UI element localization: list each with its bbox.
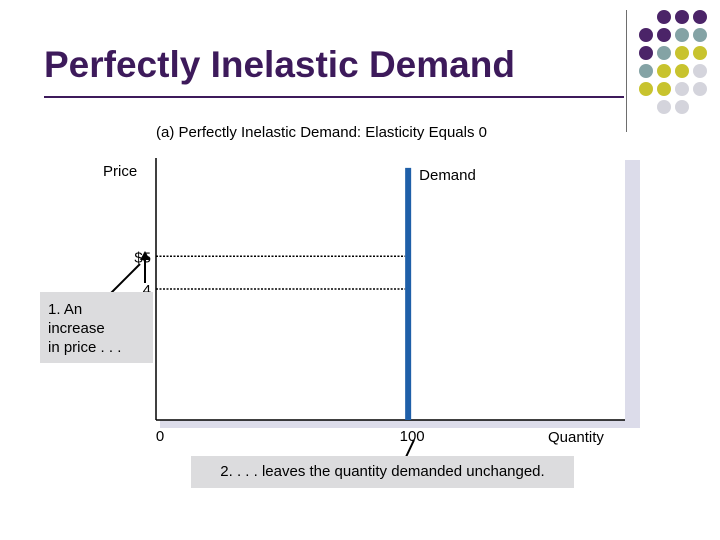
x-tick-label: 0 <box>156 428 164 445</box>
decorative-dot-grid <box>639 10 707 114</box>
chart-title: (a) Perfectly Inelastic Demand: Elastici… <box>156 124 487 141</box>
decorative-dot <box>675 100 689 114</box>
decorative-dot <box>675 28 689 42</box>
decorative-dot <box>675 46 689 60</box>
decorative-dot <box>675 64 689 78</box>
increase-arrowhead <box>140 251 150 260</box>
decorative-dot <box>657 100 671 114</box>
decorative-dot <box>657 28 671 42</box>
x-axis-label: Quantity <box>548 429 604 446</box>
decorative-dot <box>675 82 689 96</box>
decorative-dot <box>657 64 671 78</box>
slide-title: Perfectly Inelastic Demand <box>44 44 515 85</box>
decorative-dot <box>639 64 653 78</box>
quantity-unchanged-callout: 2. . . . leaves the quantity demanded un… <box>191 456 574 488</box>
decorative-dot <box>675 10 689 24</box>
plot-area-shadow <box>625 160 640 420</box>
decorative-dot <box>693 64 707 78</box>
y-tick-label: 4 <box>143 282 151 299</box>
decorative-dot <box>693 46 707 60</box>
callout-leader <box>405 439 415 458</box>
title-underline <box>44 96 624 98</box>
decorative-dot <box>693 28 707 42</box>
decorative-dot <box>657 82 671 96</box>
decorative-dot <box>639 28 653 42</box>
decorative-dot <box>693 10 707 24</box>
decorative-dot <box>639 46 653 60</box>
x-tick-label: 100 <box>400 428 425 445</box>
decorative-dot <box>693 82 707 96</box>
decorative-divider <box>626 10 627 132</box>
plot-area-shadow <box>160 420 640 428</box>
decorative-dot <box>639 82 653 96</box>
series-label-demand: Demand <box>419 167 476 184</box>
decorative-dot <box>657 46 671 60</box>
y-axis-label: Price <box>103 163 137 180</box>
price-increase-callout: 1. An increase in price . . . <box>40 292 153 363</box>
decorative-dot <box>657 10 671 24</box>
